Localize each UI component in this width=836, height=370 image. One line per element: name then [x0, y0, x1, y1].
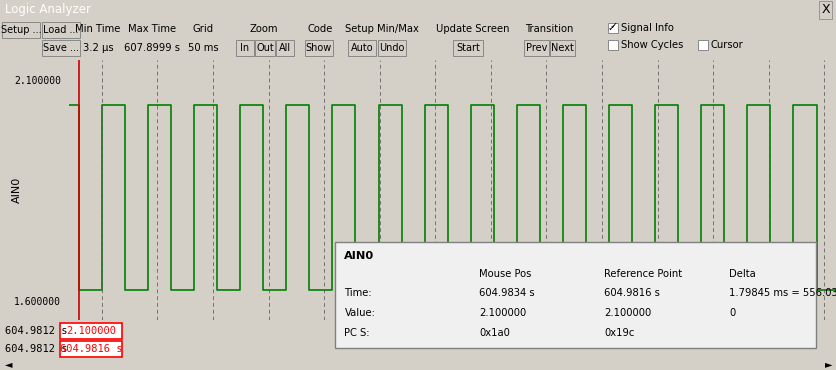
Text: Out: Out — [256, 43, 273, 53]
Text: Prev: Prev — [525, 43, 547, 53]
Text: 2.100000: 2.100000 — [66, 326, 116, 336]
Text: Undo: Undo — [379, 43, 404, 53]
FancyBboxPatch shape — [236, 40, 253, 56]
FancyBboxPatch shape — [452, 40, 482, 56]
Text: Code: Code — [307, 24, 332, 34]
Text: Reference Point: Reference Point — [604, 269, 681, 279]
Text: 0x19c: 0x19c — [604, 328, 634, 338]
Text: ✓: ✓ — [607, 23, 615, 33]
Text: Save ...: Save ... — [43, 43, 79, 53]
Text: Zoom: Zoom — [249, 24, 278, 34]
Text: 604.9812 s: 604.9812 s — [5, 326, 68, 336]
Text: 3.2 μs: 3.2 μs — [83, 43, 113, 53]
Text: 50 ms: 50 ms — [187, 43, 218, 53]
Text: ✓: ✓ — [609, 21, 618, 31]
FancyBboxPatch shape — [60, 341, 122, 357]
Text: PC S:: PC S: — [344, 328, 370, 338]
Text: Transition: Transition — [524, 24, 573, 34]
Text: 604.9812 s: 604.9812 s — [5, 344, 68, 354]
Text: Start: Start — [456, 43, 479, 53]
FancyBboxPatch shape — [60, 323, 122, 339]
FancyBboxPatch shape — [378, 40, 405, 56]
Text: ◄: ◄ — [5, 359, 13, 370]
Text: 2.100000: 2.100000 — [14, 76, 61, 86]
Text: 604.9834 s: 604.9834 s — [478, 288, 534, 298]
FancyBboxPatch shape — [334, 242, 815, 348]
Text: Delta: Delta — [728, 269, 755, 279]
FancyBboxPatch shape — [42, 40, 80, 56]
Text: AIN0: AIN0 — [13, 177, 22, 203]
Text: Logic Analyzer: Logic Analyzer — [5, 3, 91, 17]
FancyBboxPatch shape — [348, 40, 375, 56]
Text: Mouse Pos: Mouse Pos — [478, 269, 531, 279]
FancyBboxPatch shape — [276, 40, 293, 56]
Text: X: X — [820, 3, 829, 17]
Text: Load ...: Load ... — [43, 25, 79, 35]
Text: Min Time: Min Time — [75, 24, 120, 34]
Text: Max Time: Max Time — [128, 24, 176, 34]
FancyBboxPatch shape — [607, 23, 617, 33]
Text: Auto: Auto — [350, 43, 373, 53]
Text: Setup Min/Max: Setup Min/Max — [344, 24, 419, 34]
Text: ►: ► — [823, 359, 831, 370]
Text: 607.8999 s: 607.8999 s — [124, 43, 180, 53]
Text: 604.9816 s: 604.9816 s — [59, 344, 122, 354]
Text: Cursor: Cursor — [710, 40, 743, 50]
Text: 1.79845 ms = 556.034363 Hz: 1.79845 ms = 556.034363 Hz — [728, 288, 836, 298]
FancyBboxPatch shape — [697, 40, 707, 50]
FancyBboxPatch shape — [255, 40, 275, 56]
Text: 604.9816 s: 604.9816 s — [604, 288, 660, 298]
FancyBboxPatch shape — [2, 22, 40, 38]
Text: Update Screen: Update Screen — [436, 24, 509, 34]
Text: Value:: Value: — [344, 308, 375, 318]
FancyBboxPatch shape — [549, 40, 574, 56]
Text: In: In — [240, 43, 249, 53]
Text: AIN0: AIN0 — [344, 251, 375, 261]
Text: Show Cycles: Show Cycles — [620, 40, 682, 50]
FancyBboxPatch shape — [607, 40, 617, 50]
FancyBboxPatch shape — [523, 40, 548, 56]
Text: Next: Next — [550, 43, 573, 53]
Text: Grid: Grid — [192, 24, 213, 34]
Text: 0x1a0: 0x1a0 — [478, 328, 509, 338]
Text: 1.600000: 1.600000 — [14, 297, 61, 307]
Text: 2.100000: 2.100000 — [604, 308, 650, 318]
Text: Signal Info: Signal Info — [620, 23, 673, 33]
Text: 2.100000: 2.100000 — [478, 308, 526, 318]
Text: Time:: Time: — [344, 288, 372, 298]
Text: 0: 0 — [728, 308, 735, 318]
Text: All: All — [278, 43, 291, 53]
Text: Show: Show — [305, 43, 332, 53]
FancyBboxPatch shape — [42, 22, 80, 38]
Text: Setup ...: Setup ... — [1, 25, 41, 35]
FancyBboxPatch shape — [304, 40, 333, 56]
